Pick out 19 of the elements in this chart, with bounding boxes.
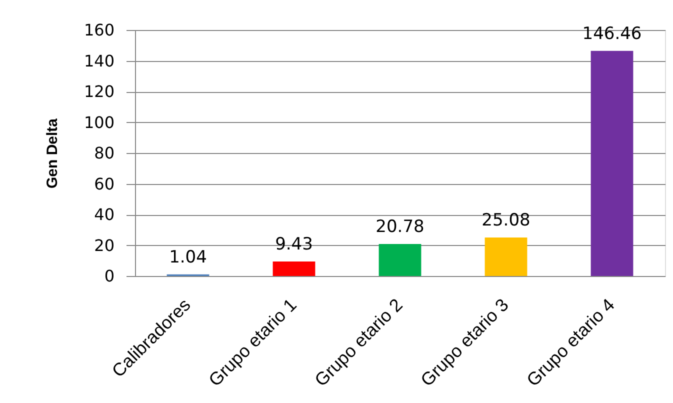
bar [272,262,316,276]
y-tick-label: 40 [94,205,114,224]
y-tick-label: 80 [94,144,114,162]
bar [378,244,422,276]
bar [590,50,634,276]
data-label: 1.04 [169,247,207,268]
bar [484,237,528,276]
y-tick-label: 60 [94,174,114,194]
y-tick-label: 100 [84,112,114,132]
data-label: 20.78 [376,217,424,238]
y-tick-label: 20 [94,236,114,255]
y-tick-label: 0 [104,266,114,286]
y-tick-label: 120 [84,82,114,101]
y-axis-title: Gen Delta [44,118,61,189]
y-tick-label: 140 [84,51,114,70]
data-label: 9.43 [275,234,313,254]
y-tick-label: 160 [84,20,114,40]
data-label: 146.46 [582,24,642,44]
data-label: 25.08 [482,210,530,230]
